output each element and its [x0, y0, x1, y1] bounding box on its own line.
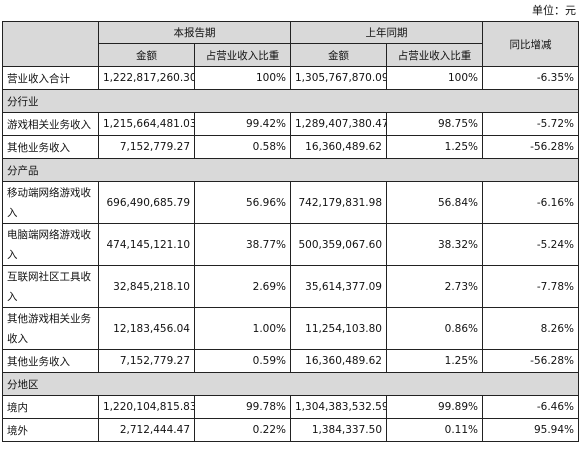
yoy-change: -6.16% [482, 181, 579, 224]
current-share: 38.77% [194, 223, 291, 266]
prior-amount: 16,360,489.62 [290, 135, 387, 159]
section-header-region: 分地区 [2, 372, 579, 396]
yoy-change: -6.46% [482, 395, 579, 419]
prior-share: 98.75% [386, 112, 483, 136]
header-prior-amount: 金额 [290, 43, 387, 67]
header-current-period: 本报告期 [98, 21, 291, 44]
table-row: 境外 2,712,444.47 0.22% 1,384,337.50 0.11%… [2, 418, 579, 442]
yoy-change: -7.78% [482, 265, 579, 308]
row-label: 移动端网络游戏收入 [2, 181, 99, 224]
section-header-industry: 分行业 [2, 89, 579, 113]
row-label: 其他业务收入 [2, 349, 99, 373]
current-share: 99.78% [194, 395, 291, 419]
current-amount: 32,845,218.10 [98, 265, 195, 308]
prior-share: 99.89% [386, 395, 483, 419]
yoy-change: -5.72% [482, 112, 579, 136]
table-row: 其他游戏相关业务收入 12,183,456.04 1.00% 11,254,10… [2, 307, 579, 350]
prior-amount: 16,360,489.62 [290, 349, 387, 373]
prior-share: 100% [386, 66, 483, 90]
yoy-change: 95.94% [482, 418, 579, 442]
current-share: 2.69% [194, 265, 291, 308]
header-prior-share: 占营业收入比重 [386, 43, 483, 67]
current-amount: 2,712,444.47 [98, 418, 195, 442]
yoy-change: -56.28% [482, 349, 579, 373]
prior-amount: 1,289,407,380.47 [290, 112, 387, 136]
header-current-share: 占营业收入比重 [194, 43, 291, 67]
revenue-table: 本报告期 上年同期 同比增减 金额 占营业收入比重 金额 占营业收入比重 营业收… [2, 21, 579, 442]
prior-amount: 11,254,103.80 [290, 307, 387, 350]
current-share: 100% [194, 66, 291, 90]
current-share: 99.42% [194, 112, 291, 136]
prior-amount: 1,304,383,532.59 [290, 395, 387, 419]
current-amount: 7,152,779.27 [98, 349, 195, 373]
current-amount: 1,215,664,481.03 [98, 112, 195, 136]
current-share: 0.22% [194, 418, 291, 442]
table-row: 电脑端网络游戏收入 474,145,121.10 38.77% 500,359,… [2, 223, 579, 266]
section-header-product: 分产品 [2, 158, 579, 182]
current-share: 56.96% [194, 181, 291, 224]
current-share: 0.59% [194, 349, 291, 373]
unit-label: 单位：元 [532, 4, 576, 17]
header-yoy: 同比增减 [482, 21, 579, 67]
current-amount: 7,152,779.27 [98, 135, 195, 159]
current-amount: 1,220,104,815.83 [98, 395, 195, 419]
current-share: 0.58% [194, 135, 291, 159]
table-row: 其他业务收入 7,152,779.27 0.59% 16,360,489.62 … [2, 349, 579, 373]
prior-share: 38.32% [386, 223, 483, 266]
row-label: 其他业务收入 [2, 135, 99, 159]
current-amount: 696,490,685.79 [98, 181, 195, 224]
row-label: 游戏相关业务收入 [2, 112, 99, 136]
prior-share: 2.73% [386, 265, 483, 308]
prior-amount: 742,179,831.98 [290, 181, 387, 224]
row-label: 营业收入合计 [2, 66, 99, 90]
current-amount: 1,222,817,260.30 [98, 66, 195, 90]
current-share: 1.00% [194, 307, 291, 350]
prior-amount: 1,305,767,870.09 [290, 66, 387, 90]
prior-share: 1.25% [386, 349, 483, 373]
total-row: 营业收入合计 1,222,817,260.30 100% 1,305,767,8… [2, 66, 579, 90]
table-row: 互联网社区工具收入 32,845,218.10 2.69% 35,614,377… [2, 265, 579, 308]
current-amount: 474,145,121.10 [98, 223, 195, 266]
row-label: 境内 [2, 395, 99, 419]
row-label: 其他游戏相关业务收入 [2, 307, 99, 350]
prior-share: 0.11% [386, 418, 483, 442]
current-amount: 12,183,456.04 [98, 307, 195, 350]
table-row: 移动端网络游戏收入 696,490,685.79 56.96% 742,179,… [2, 181, 579, 224]
header-blank [2, 21, 99, 67]
header-current-amount: 金额 [98, 43, 195, 67]
yoy-change: -5.24% [482, 223, 579, 266]
yoy-change: -56.28% [482, 135, 579, 159]
table-row: 境内 1,220,104,815.83 99.78% 1,304,383,532… [2, 395, 579, 419]
prior-amount: 500,359,067.60 [290, 223, 387, 266]
prior-amount: 1,384,337.50 [290, 418, 387, 442]
prior-amount: 35,614,377.09 [290, 265, 387, 308]
prior-share: 1.25% [386, 135, 483, 159]
row-label: 境外 [2, 418, 99, 442]
prior-share: 56.84% [386, 181, 483, 224]
prior-share: 0.86% [386, 307, 483, 350]
header-prior-period: 上年同期 [290, 21, 483, 44]
table-row: 其他业务收入 7,152,779.27 0.58% 16,360,489.62 … [2, 135, 579, 159]
row-label: 电脑端网络游戏收入 [2, 223, 99, 266]
row-label: 互联网社区工具收入 [2, 265, 99, 308]
yoy-change: -6.35% [482, 66, 579, 90]
yoy-change: 8.26% [482, 307, 579, 350]
table-row: 游戏相关业务收入 1,215,664,481.03 99.42% 1,289,4… [2, 112, 579, 136]
